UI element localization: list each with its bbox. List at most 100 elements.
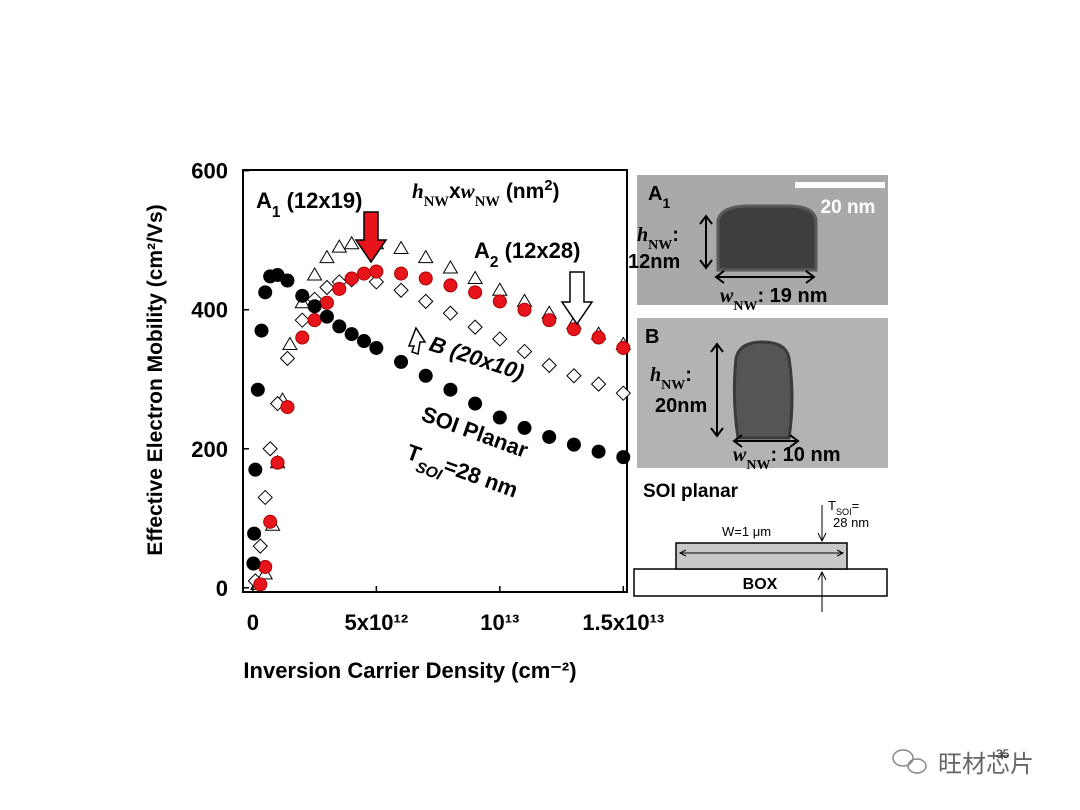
point — [254, 323, 269, 338]
point — [442, 305, 459, 321]
point — [307, 313, 322, 328]
plot-frame — [242, 169, 628, 593]
point — [566, 368, 582, 384]
point — [616, 450, 631, 465]
x-axis-title: Inversion Carrier Density (cm⁻²) — [243, 658, 576, 683]
panel-label: B — [645, 326, 659, 348]
annotation: hNWxwNW (nm2) — [412, 178, 559, 210]
point — [246, 556, 261, 571]
point — [247, 526, 262, 541]
dimension-arrow — [699, 214, 713, 270]
dimension-label: wNW: 19 nm — [720, 285, 828, 314]
point — [294, 312, 310, 328]
point — [248, 462, 263, 477]
point — [295, 330, 310, 345]
point — [319, 279, 335, 296]
point — [492, 294, 507, 309]
point — [369, 340, 384, 355]
dimension-value: 12nm — [628, 251, 680, 273]
point — [368, 274, 385, 290]
point — [357, 266, 372, 281]
point — [258, 559, 273, 574]
point — [468, 285, 483, 300]
point — [319, 309, 334, 324]
point — [295, 288, 310, 303]
dimension-label: hNW: — [650, 364, 692, 393]
point — [258, 285, 273, 300]
x-tick-label: 10¹³ — [480, 610, 519, 635]
point — [344, 271, 359, 286]
point — [517, 420, 532, 435]
point — [262, 441, 278, 457]
soi-layer — [675, 542, 848, 570]
point — [394, 354, 409, 369]
point — [418, 271, 433, 286]
point — [357, 334, 372, 349]
dimension-arrow — [817, 505, 827, 612]
point — [468, 396, 483, 411]
point — [319, 295, 334, 310]
point — [252, 538, 268, 554]
thickness-value: 28 nm — [833, 515, 869, 530]
dimension-arrow — [678, 549, 845, 557]
dimension-arrow — [732, 434, 800, 448]
point — [306, 266, 323, 281]
x-tick-label: 0 — [247, 610, 259, 635]
point — [282, 336, 298, 351]
dimension-label: wNW: 10 nm — [733, 444, 841, 473]
arrow — [560, 271, 594, 326]
width-label: W=1 μm — [722, 524, 771, 539]
nanowire — [732, 340, 794, 440]
y-tick-label: 200 — [191, 437, 228, 462]
scale-label: 20 nm — [821, 197, 876, 218]
y-tick-label: 600 — [191, 159, 228, 184]
point — [332, 319, 347, 334]
dimension-arrow — [710, 342, 724, 438]
y-axis-title: Effective Electron Mobility (cm²/Vs) — [144, 204, 167, 555]
dimension-arrow — [714, 270, 816, 284]
point — [393, 240, 409, 255]
box-layer — [633, 568, 888, 597]
point — [542, 313, 557, 328]
layer-label: BOX — [743, 576, 778, 593]
point — [331, 239, 348, 253]
dimension-value: 20nm — [655, 395, 707, 417]
point — [253, 577, 268, 592]
point — [369, 264, 384, 279]
point — [566, 322, 581, 337]
point — [393, 282, 409, 298]
point — [541, 357, 557, 374]
point — [263, 514, 278, 529]
point — [616, 340, 631, 355]
point — [394, 266, 409, 281]
point — [319, 249, 335, 264]
point — [517, 302, 532, 317]
watermark: 旺材芯片 — [938, 751, 1034, 778]
marks — [246, 235, 632, 592]
point — [492, 331, 508, 347]
thickness-label: TSOI= — [828, 498, 859, 517]
point — [442, 260, 459, 274]
point — [250, 382, 265, 397]
point — [257, 489, 273, 506]
x-tick-label: 1.5x10¹³ — [582, 610, 664, 635]
annotation: A2 (12x28) — [474, 238, 580, 271]
point — [443, 278, 458, 293]
point — [417, 249, 434, 264]
arrow — [407, 326, 427, 355]
point — [344, 327, 359, 342]
wechat-icon — [892, 749, 927, 774]
point — [443, 382, 458, 397]
point — [280, 400, 295, 415]
page-number: 35 — [996, 747, 1010, 761]
point — [418, 293, 434, 310]
point — [542, 429, 557, 444]
point — [280, 273, 295, 288]
point — [591, 330, 606, 345]
point — [279, 350, 296, 367]
panel-label: A1 — [648, 183, 670, 211]
point — [332, 281, 347, 296]
arrow — [354, 211, 388, 264]
